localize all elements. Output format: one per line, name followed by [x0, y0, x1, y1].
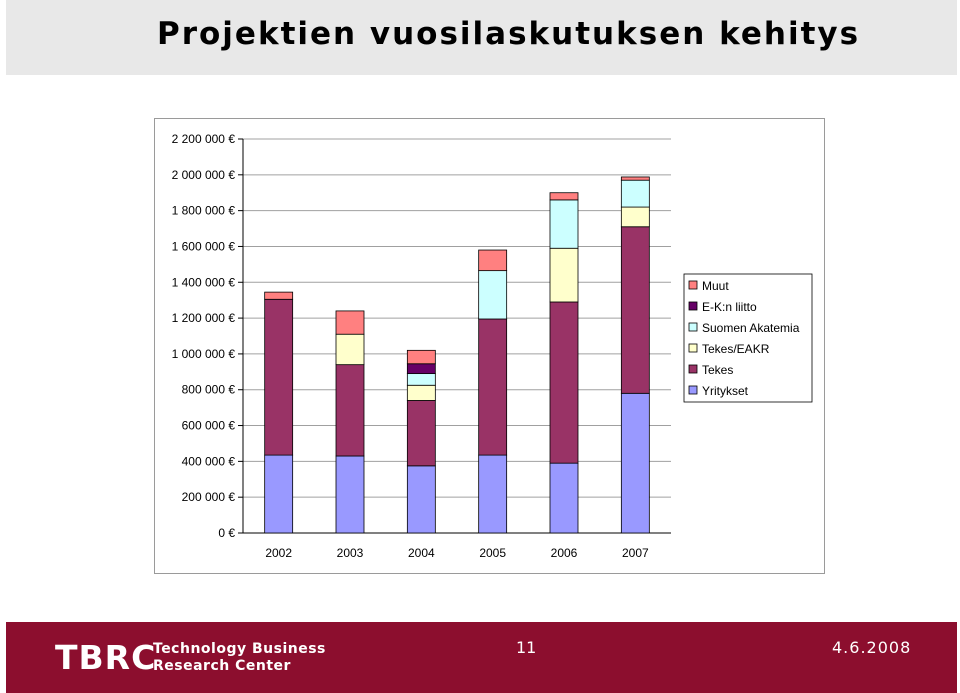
bar-segment: [478, 249, 508, 272]
y-tick-label: 2 200 000 €: [172, 132, 236, 146]
y-tick-label: 1 200 000 €: [172, 311, 236, 325]
y-tick-label: 200 000 €: [182, 490, 236, 504]
legend-label: Yritykset: [702, 384, 749, 398]
y-tick-label: 1 000 000 €: [172, 347, 236, 361]
footer-tagline: Technology Business Research Center: [153, 641, 326, 675]
legend-swatch: [688, 280, 698, 290]
x-tick-label: 2003: [337, 546, 364, 560]
page-number: 11: [516, 638, 537, 657]
legend-label: Tekes/EAKR: [702, 342, 770, 356]
x-tick-label: 2002: [265, 546, 292, 560]
legend-swatch: [688, 301, 698, 311]
legend-label: E-K:n liitto: [702, 300, 757, 314]
bar-segment: [620, 176, 650, 181]
y-tick-label: 1 800 000 €: [172, 204, 236, 218]
bar-segment: [335, 364, 365, 457]
y-tick-label: 600 000 €: [182, 419, 236, 433]
y-tick-label: 800 000 €: [182, 383, 236, 397]
bar-segment: [620, 179, 650, 208]
bar-segment: [478, 270, 508, 320]
bar-segment: [549, 192, 579, 201]
bar-segment: [478, 318, 508, 456]
bar-segment: [478, 454, 508, 534]
bar-segment: [264, 454, 294, 534]
y-tick-label: 0 €: [218, 526, 235, 540]
tagline-line-1: Technology Business: [153, 641, 326, 657]
bar-segment: [264, 298, 294, 456]
bar-segment: [406, 349, 436, 365]
bar-segment: [620, 206, 650, 228]
legend-swatch: [688, 322, 698, 332]
bar-segment: [620, 392, 650, 534]
bar-segment: [549, 199, 579, 249]
x-tick-label: 2005: [479, 546, 506, 560]
y-tick-label: 2 000 000 €: [172, 168, 236, 182]
footer-bar: TBRC Technology Business Research Center…: [6, 622, 957, 693]
bar-segment: [406, 384, 436, 401]
x-tick-label: 2007: [622, 546, 649, 560]
tbrc-logo: TBRC: [55, 638, 157, 677]
y-tick-label: 1 600 000 €: [172, 239, 236, 253]
bar-segment: [549, 247, 579, 303]
bar-segment: [406, 373, 436, 386]
legend-swatch: [688, 385, 698, 395]
bar-segment: [549, 462, 579, 534]
bar-segment: [335, 455, 365, 534]
bar-segment: [620, 226, 650, 394]
bar-segment: [264, 291, 294, 300]
legend-box: [683, 273, 813, 403]
legend-label: Muut: [702, 279, 729, 293]
bar-segment: [335, 333, 365, 366]
bar-segment: [406, 363, 436, 375]
x-tick-label: 2006: [551, 546, 578, 560]
x-tick-label: 2004: [408, 546, 435, 560]
tagline-line-2: Research Center: [153, 658, 291, 674]
legend-label: Suomen Akatemia: [702, 321, 800, 335]
bar-segment: [406, 400, 436, 467]
y-tick-label: 1 400 000 €: [172, 275, 236, 289]
bar-segment: [549, 301, 579, 464]
footer-date: 4.6.2008: [832, 638, 912, 657]
slide-title: Projektien vuosilaskutuksen kehitys: [157, 16, 861, 52]
legend-label: Tekes: [702, 363, 733, 377]
title-band: [6, 0, 957, 75]
y-tick-label: 400 000 €: [182, 454, 236, 468]
legend-swatch: [688, 343, 698, 353]
legend-swatch: [688, 364, 698, 374]
bar-segment: [406, 465, 436, 534]
bar-segment: [335, 310, 365, 335]
